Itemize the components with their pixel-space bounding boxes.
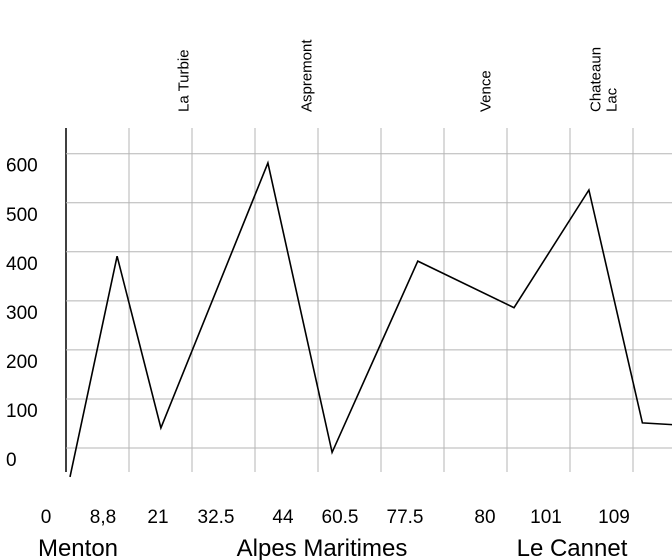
region-label: Menton <box>38 535 118 560</box>
place-label: Chateaun Lac <box>587 47 620 112</box>
y-tick-label: 400 <box>6 254 38 275</box>
place-label: Aspremont <box>298 39 315 112</box>
region-label: Le Cannet <box>517 535 628 560</box>
x-tick-label: 32.5 <box>198 507 235 528</box>
place-label: La Turbie <box>175 49 192 112</box>
place-label-line: La Turbie <box>175 49 192 112</box>
y-tick-label: 600 <box>6 156 38 177</box>
y-tick-label: 500 <box>6 205 38 226</box>
x-tick-label: 21 <box>147 507 168 528</box>
place-label: Vence <box>478 70 495 112</box>
x-tick-label: 109 <box>598 507 630 528</box>
grid-lines <box>65 128 672 472</box>
x-tick-label: 80 <box>474 507 495 528</box>
y-tick-label: 100 <box>6 401 38 422</box>
place-label-line: Aspremont <box>298 39 315 112</box>
x-tick-label: 8,8 <box>90 507 116 528</box>
region-labels: Menton Alpes Maritimes Le Cannet <box>38 535 628 560</box>
x-tick-label: 77.5 <box>387 507 424 528</box>
x-tick-label: 0 <box>41 507 52 528</box>
series-line <box>69 160 672 478</box>
place-label-line: Lac <box>603 87 620 112</box>
place-labels: La TurbieAspremontVenceChateaunLacCannes <box>175 39 620 112</box>
x-tick-label: 101 <box>530 507 562 528</box>
x-tick-label: 60.5 <box>322 507 359 528</box>
y-tick-label: 300 <box>6 303 38 324</box>
region-label: Alpes Maritimes <box>237 535 408 560</box>
y-tick-label: 200 <box>6 352 38 373</box>
x-axis-ticks: 0 8,8 21 32.5 44 60.5 77.5 80 101 109 <box>41 507 630 528</box>
y-axis-ticks: 0 100 200 300 400 500 600 <box>6 156 38 471</box>
place-label-line: Chateaun <box>587 47 604 112</box>
place-label-line: Vence <box>478 70 495 112</box>
x-tick-label: 44 <box>272 507 294 528</box>
series-lines <box>69 160 672 478</box>
y-tick-label: 0 <box>6 450 17 471</box>
